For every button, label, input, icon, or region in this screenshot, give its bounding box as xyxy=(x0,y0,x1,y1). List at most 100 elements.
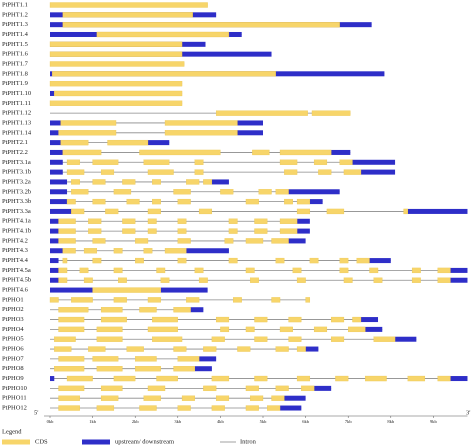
cds-segment xyxy=(135,257,144,264)
utr-segment xyxy=(407,208,468,214)
cds-segment xyxy=(58,267,68,274)
utr-segment xyxy=(50,277,59,283)
utr-segment xyxy=(280,405,302,411)
cds-segment xyxy=(271,395,285,401)
cds-segment xyxy=(365,375,387,382)
cds-segment xyxy=(152,336,183,342)
cds-segment xyxy=(194,169,204,175)
gene-name: PtPHO11 xyxy=(2,395,27,402)
cds-segment xyxy=(284,198,293,205)
gene-name: PtPHT4.5a xyxy=(2,267,31,274)
cds-segment xyxy=(437,267,451,274)
cds-segment xyxy=(203,385,217,392)
cds-segment xyxy=(164,248,187,254)
cds-segment xyxy=(301,385,315,392)
cds-segment xyxy=(331,336,345,342)
cds-segment xyxy=(58,356,85,362)
cds-segment xyxy=(62,257,68,264)
cds-segment xyxy=(245,238,264,244)
cds-segment xyxy=(152,316,178,323)
utr-segment xyxy=(186,248,229,254)
utr-segment xyxy=(50,90,55,96)
legend-swatch xyxy=(2,439,30,445)
cds-segment xyxy=(58,228,76,234)
cds-segment xyxy=(49,80,183,87)
cds-segment xyxy=(156,267,166,274)
cds-segment xyxy=(220,189,234,195)
gene-name: PtPHT2.1 xyxy=(2,139,28,146)
gene-name: PtPHT1.3 xyxy=(2,21,28,28)
tick-label: 3kb xyxy=(174,419,182,424)
cds-segment xyxy=(177,356,200,362)
gene-name: PtPHT1.6 xyxy=(2,51,29,58)
utr-segment xyxy=(50,130,59,136)
cds-segment xyxy=(215,110,308,116)
utr-segment xyxy=(147,140,170,146)
tick-label: 9kb xyxy=(430,419,438,424)
gene-name: PtPHO9 xyxy=(2,375,24,382)
gene-name: PtPHT4.3 xyxy=(2,247,28,254)
cds-segment xyxy=(279,228,298,234)
cds-segment xyxy=(143,248,153,254)
cds-segment xyxy=(331,316,345,323)
cds-segment xyxy=(92,287,161,293)
cds-segment xyxy=(79,267,89,274)
cds-segment xyxy=(49,2,208,8)
cds-segment xyxy=(237,346,251,352)
cds-segment xyxy=(49,297,59,303)
cds-segment xyxy=(296,198,311,205)
cds-segment xyxy=(177,198,191,205)
utr-segment xyxy=(50,140,61,146)
cds-segment xyxy=(173,189,191,195)
cds-segment xyxy=(92,159,119,165)
cds-segment xyxy=(275,257,285,264)
cds-segment xyxy=(135,238,149,244)
cds-segment xyxy=(164,120,238,126)
cds-segment xyxy=(296,346,306,352)
cds-segment xyxy=(126,198,140,205)
cds-segment xyxy=(113,297,127,303)
cds-segment xyxy=(271,238,289,244)
cds-segment xyxy=(279,149,332,156)
cds-segment xyxy=(49,41,183,47)
legend-label: upstream/ downstream xyxy=(115,438,174,445)
cds-segment xyxy=(279,218,298,224)
cds-segment xyxy=(135,356,157,362)
utr-segment xyxy=(450,376,468,382)
utr-segment xyxy=(50,189,68,195)
cds-segment xyxy=(58,405,80,411)
utr-segment xyxy=(160,287,208,293)
cds-segment xyxy=(437,375,451,382)
utr-segment xyxy=(211,179,229,185)
gene-name: PtPHO6 xyxy=(2,346,24,353)
tick-label: 7kb xyxy=(345,419,353,424)
gene-name: PtPHT2.2 xyxy=(2,149,28,156)
cds-segment xyxy=(100,395,119,401)
cds-segment xyxy=(54,346,72,352)
cds-segment xyxy=(58,130,117,136)
gene-name: PtPHT4.5b xyxy=(2,277,31,284)
tick-label: 1kb xyxy=(89,419,97,424)
cds-segment xyxy=(177,238,191,244)
gene-name: PtPHT3.2a xyxy=(2,178,31,185)
tick-label: 0kb xyxy=(47,419,55,424)
cds-segment xyxy=(437,277,451,283)
cds-segment xyxy=(143,395,161,401)
gene-name: PtPHT3.2b xyxy=(2,188,31,195)
gene-name: PtPHT1.11 xyxy=(2,100,31,107)
legend-title: Legend xyxy=(2,428,22,435)
cds-segment xyxy=(228,228,238,234)
gene-name: PtPHT3.1a xyxy=(2,159,31,166)
cds-segment xyxy=(147,169,174,175)
cds-segment xyxy=(339,159,353,165)
cds-segment xyxy=(83,248,98,254)
utr-segment xyxy=(450,277,468,283)
gene-name: PtPHT1.10 xyxy=(2,90,31,97)
axis-end: 3' xyxy=(466,409,470,416)
utr-segment xyxy=(284,395,306,401)
gene-name: PtPHO7 xyxy=(2,355,24,362)
cds-segment xyxy=(313,159,328,165)
cds-segment xyxy=(194,159,204,165)
cds-segment xyxy=(373,336,396,342)
